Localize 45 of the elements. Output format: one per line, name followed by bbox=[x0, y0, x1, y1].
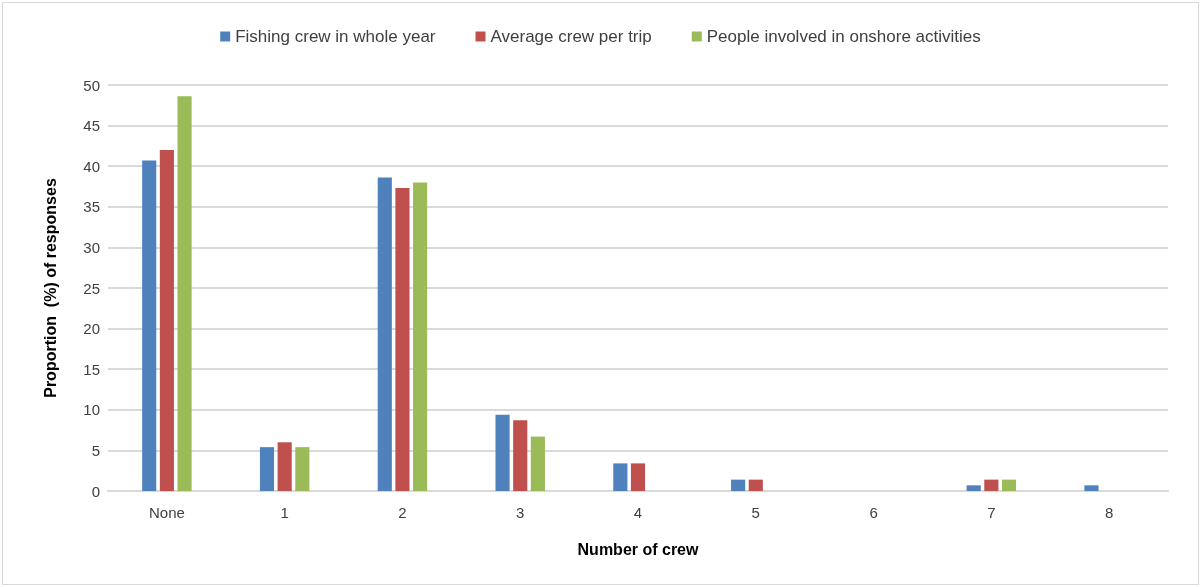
legend-label: People involved in onshore activities bbox=[706, 27, 981, 46]
x-tick-label: 5 bbox=[751, 504, 760, 521]
x-axis-title: Number of crew bbox=[577, 540, 700, 558]
bar bbox=[159, 149, 174, 491]
y-tick-label: 50 bbox=[83, 76, 100, 94]
bar bbox=[277, 442, 292, 491]
y-tick-label: 30 bbox=[83, 238, 100, 256]
x-tick-label: 6 bbox=[869, 504, 878, 521]
y-tick-label: 40 bbox=[83, 157, 100, 175]
bar bbox=[413, 182, 428, 491]
bar bbox=[530, 436, 545, 491]
legend-label: Average crew per trip bbox=[490, 27, 652, 46]
x-tick-label: 1 bbox=[280, 504, 289, 521]
bar bbox=[1084, 485, 1099, 491]
bar bbox=[142, 160, 157, 491]
x-tick-label: 2 bbox=[398, 504, 407, 521]
x-tick-label: 4 bbox=[633, 504, 643, 521]
bar bbox=[630, 463, 646, 491]
bar bbox=[295, 447, 310, 491]
legend-label: Fishing crew in whole year bbox=[235, 27, 436, 46]
y-tick-label: 35 bbox=[83, 198, 100, 216]
bar bbox=[177, 96, 192, 491]
y-tick-label: 25 bbox=[83, 279, 100, 297]
bar bbox=[966, 485, 981, 491]
y-tick-label: 45 bbox=[83, 117, 100, 135]
y-tick-label: 10 bbox=[83, 401, 100, 419]
y-tick-label: 0 bbox=[91, 482, 100, 500]
bar bbox=[395, 188, 410, 491]
bar bbox=[495, 414, 510, 491]
y-tick-label: 15 bbox=[83, 360, 100, 378]
bar bbox=[613, 463, 628, 491]
bar bbox=[748, 479, 763, 491]
bar bbox=[377, 177, 392, 491]
y-tick-label: 5 bbox=[91, 441, 100, 459]
bar bbox=[1001, 479, 1017, 491]
x-tick-label: 8 bbox=[1104, 504, 1114, 521]
bar bbox=[731, 479, 746, 491]
bar bbox=[984, 479, 999, 491]
x-tick-label: 7 bbox=[987, 504, 996, 521]
x-tick-label: None bbox=[148, 504, 185, 521]
y-axis-title: Proportion (%) of responses bbox=[41, 178, 59, 398]
y-tick-label: 20 bbox=[83, 320, 100, 338]
x-tick-label: 3 bbox=[516, 504, 525, 521]
bar bbox=[513, 420, 528, 491]
bar bbox=[259, 447, 275, 491]
